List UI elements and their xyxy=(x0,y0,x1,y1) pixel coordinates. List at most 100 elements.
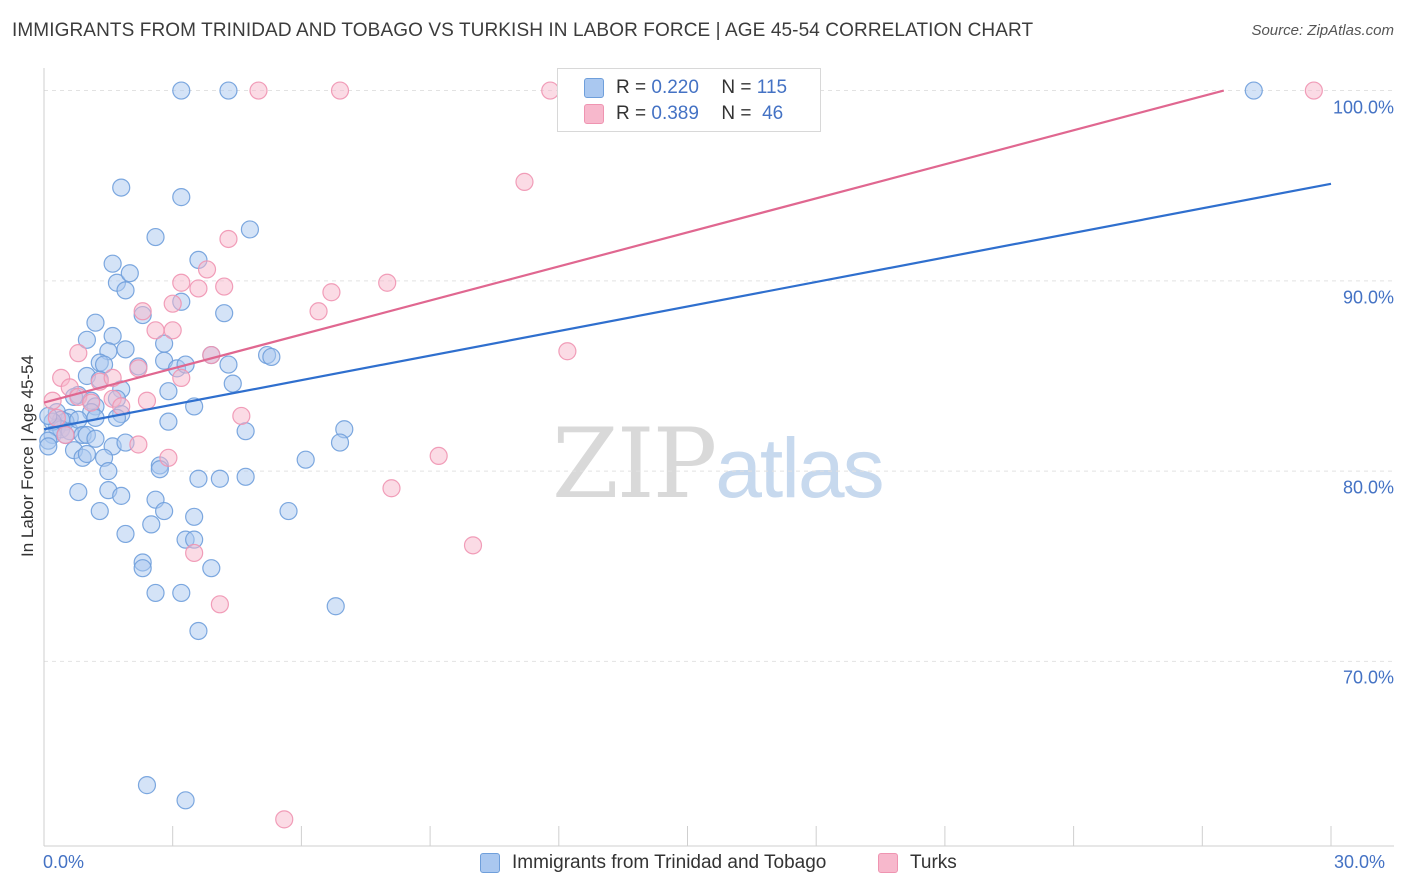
bottom-legend-swatch-pink xyxy=(878,853,898,873)
legend-r-label: R = xyxy=(616,103,647,124)
data-point xyxy=(77,330,97,349)
source-label: Source: ZipAtlas.com xyxy=(1251,22,1394,39)
data-point xyxy=(129,435,148,454)
legend-row-blue: R = 0.220 N = 115 xyxy=(584,75,787,101)
y-axis-label: In Labor Force | Age 45-54 xyxy=(18,355,37,557)
data-point xyxy=(163,321,182,340)
chart-title: IMMIGRANTS FROM TRINIDAD AND TOBAGO VS T… xyxy=(12,20,1034,41)
y-tick-label: 100.0% xyxy=(1332,97,1394,118)
data-point xyxy=(1304,81,1323,100)
data-point xyxy=(463,536,483,555)
data-point xyxy=(103,368,122,387)
data-point xyxy=(236,422,255,441)
legend-n-label: N = xyxy=(721,103,752,124)
data-point xyxy=(330,81,350,100)
data-point xyxy=(249,81,268,100)
data-point xyxy=(215,304,234,323)
watermark-zip: ZIP xyxy=(552,408,717,520)
legend-swatch-blue xyxy=(584,78,604,98)
series-blue-points xyxy=(39,81,1263,810)
data-point xyxy=(515,172,534,191)
legend-r-label: R = xyxy=(616,77,647,98)
data-point xyxy=(197,260,217,279)
data-point xyxy=(176,791,195,810)
y-tick-label: 90.0% xyxy=(1342,287,1394,308)
data-point xyxy=(146,227,165,247)
data-point xyxy=(219,81,238,100)
legend-swatch-pink xyxy=(584,104,604,124)
bottom-legend-label-pink: Turks xyxy=(910,852,957,873)
data-point xyxy=(326,597,345,616)
legend-n-label: N = xyxy=(721,77,752,98)
data-point xyxy=(172,81,191,100)
data-point xyxy=(185,507,204,526)
data-point xyxy=(77,444,97,464)
data-point xyxy=(172,188,191,207)
data-point xyxy=(210,469,229,488)
data-point xyxy=(309,302,328,321)
correlation-legend: R = 0.220 N = 115 R = 0.389 N = 46 xyxy=(557,68,821,132)
data-point xyxy=(47,408,66,427)
data-point xyxy=(86,429,105,448)
data-point xyxy=(69,482,88,502)
data-point xyxy=(163,294,182,313)
data-point xyxy=(112,486,131,505)
legend-n-value: 46 xyxy=(762,103,784,124)
data-point xyxy=(56,425,75,445)
data-point xyxy=(172,583,191,603)
data-point xyxy=(262,347,281,367)
data-point xyxy=(558,342,577,361)
x-tick-label-end: 30.0% xyxy=(1334,852,1386,872)
x-tick-label-start: 0.0% xyxy=(43,852,85,872)
data-point xyxy=(189,469,208,488)
data-point xyxy=(236,467,255,486)
data-point xyxy=(103,254,122,273)
bottom-legend-swatch-blue xyxy=(480,853,500,873)
legend-row-pink: R = 0.389 N = 46 xyxy=(584,101,783,127)
data-point xyxy=(116,281,135,300)
data-point xyxy=(219,229,238,249)
data-point xyxy=(99,462,118,481)
legend-r-value: 0.389 xyxy=(651,103,699,124)
data-point xyxy=(189,621,208,641)
data-point xyxy=(86,313,105,332)
data-point xyxy=(137,391,157,410)
data-point xyxy=(322,283,341,302)
data-point xyxy=(378,273,397,292)
data-point xyxy=(120,264,139,283)
data-point xyxy=(296,450,315,469)
data-point xyxy=(232,406,251,426)
data-point xyxy=(219,355,238,374)
data-point xyxy=(146,583,165,603)
data-point xyxy=(223,374,242,393)
data-point xyxy=(202,559,221,578)
data-point xyxy=(146,321,165,340)
data-point xyxy=(69,410,88,429)
data-point xyxy=(1244,81,1263,100)
legend-n-value: 115 xyxy=(756,77,788,98)
data-point xyxy=(103,326,122,346)
data-point xyxy=(429,446,448,466)
data-point xyxy=(172,273,191,292)
data-point xyxy=(159,382,178,401)
data-point xyxy=(142,515,161,534)
data-point xyxy=(133,302,152,321)
bottom-legend-item-pink: Turks xyxy=(878,852,957,874)
data-point xyxy=(137,776,157,795)
data-point xyxy=(185,543,204,563)
trend-line-pink xyxy=(43,89,1225,404)
data-point xyxy=(90,501,109,521)
legend-r-value: 0.220 xyxy=(651,77,699,98)
trend-lines xyxy=(43,89,1332,431)
watermark: ZIPatlas xyxy=(552,408,885,520)
series-pink-points xyxy=(43,81,1323,829)
data-point xyxy=(69,344,88,363)
data-point xyxy=(155,501,174,521)
y-tick-label: 80.0% xyxy=(1342,477,1394,498)
data-point xyxy=(330,433,350,452)
data-point xyxy=(159,412,178,431)
trend-line-blue xyxy=(43,182,1332,431)
data-point xyxy=(112,178,131,197)
data-point xyxy=(382,479,401,498)
